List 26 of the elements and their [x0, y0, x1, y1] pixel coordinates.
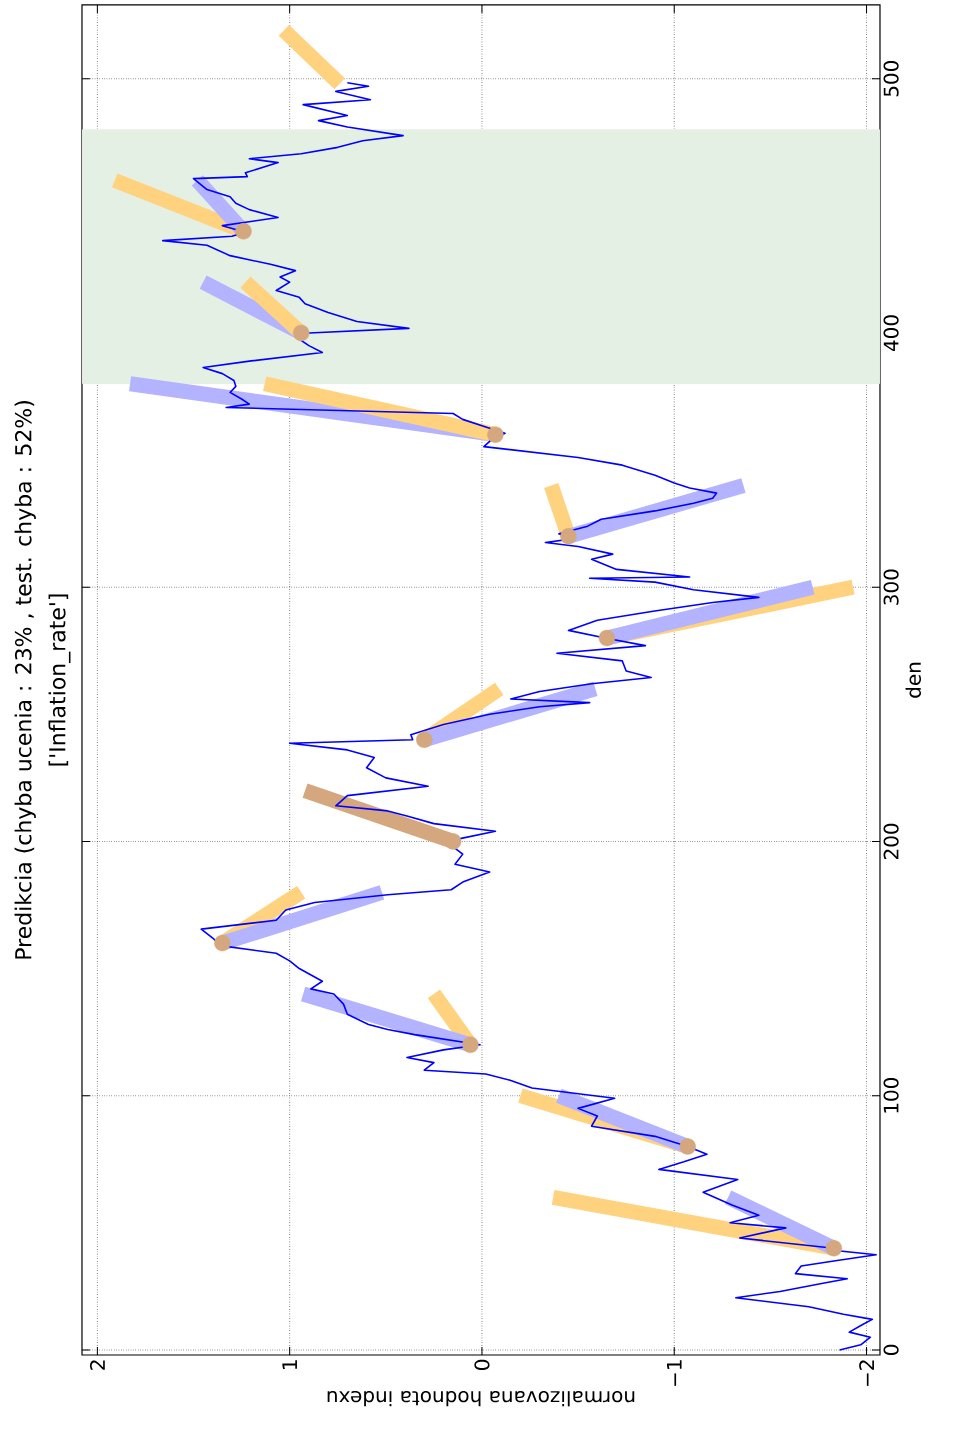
x-axis-title: normalizovana hodnota indexu [327, 1390, 635, 1407]
point [416, 731, 433, 748]
y-tick-label: 200 [883, 823, 899, 860]
point [462, 1036, 479, 1054]
y-tick-label: 100 [883, 1077, 899, 1113]
y-tick-label: 0 [883, 1344, 899, 1355]
text: Predikcia (chyba ucenia : 23% , test. chyba : 52%) [14, 401, 36, 959]
y-axis-title: den [905, 662, 921, 698]
x-tick-label: −2 [859, 1360, 874, 1386]
y-tick-label: 300 [883, 569, 899, 605]
point [679, 1138, 696, 1155]
x-tick-label: 0 [474, 1359, 490, 1370]
point [825, 1240, 843, 1257]
point [214, 934, 231, 952]
point [560, 528, 577, 545]
point [293, 324, 310, 342]
text: ['Inflation_rate'] [48, 594, 71, 766]
point [598, 629, 616, 647]
line-series [161, 81, 877, 1351]
x-tick-label: 2 [89, 1360, 105, 1370]
y-tick-label: 500 [883, 60, 899, 97]
point [487, 426, 504, 443]
x-tick-label: −1 [666, 1360, 682, 1386]
x-tick-label: 1 [282, 1360, 297, 1370]
y-tick-label: 400 [883, 315, 899, 352]
point [235, 223, 252, 240]
